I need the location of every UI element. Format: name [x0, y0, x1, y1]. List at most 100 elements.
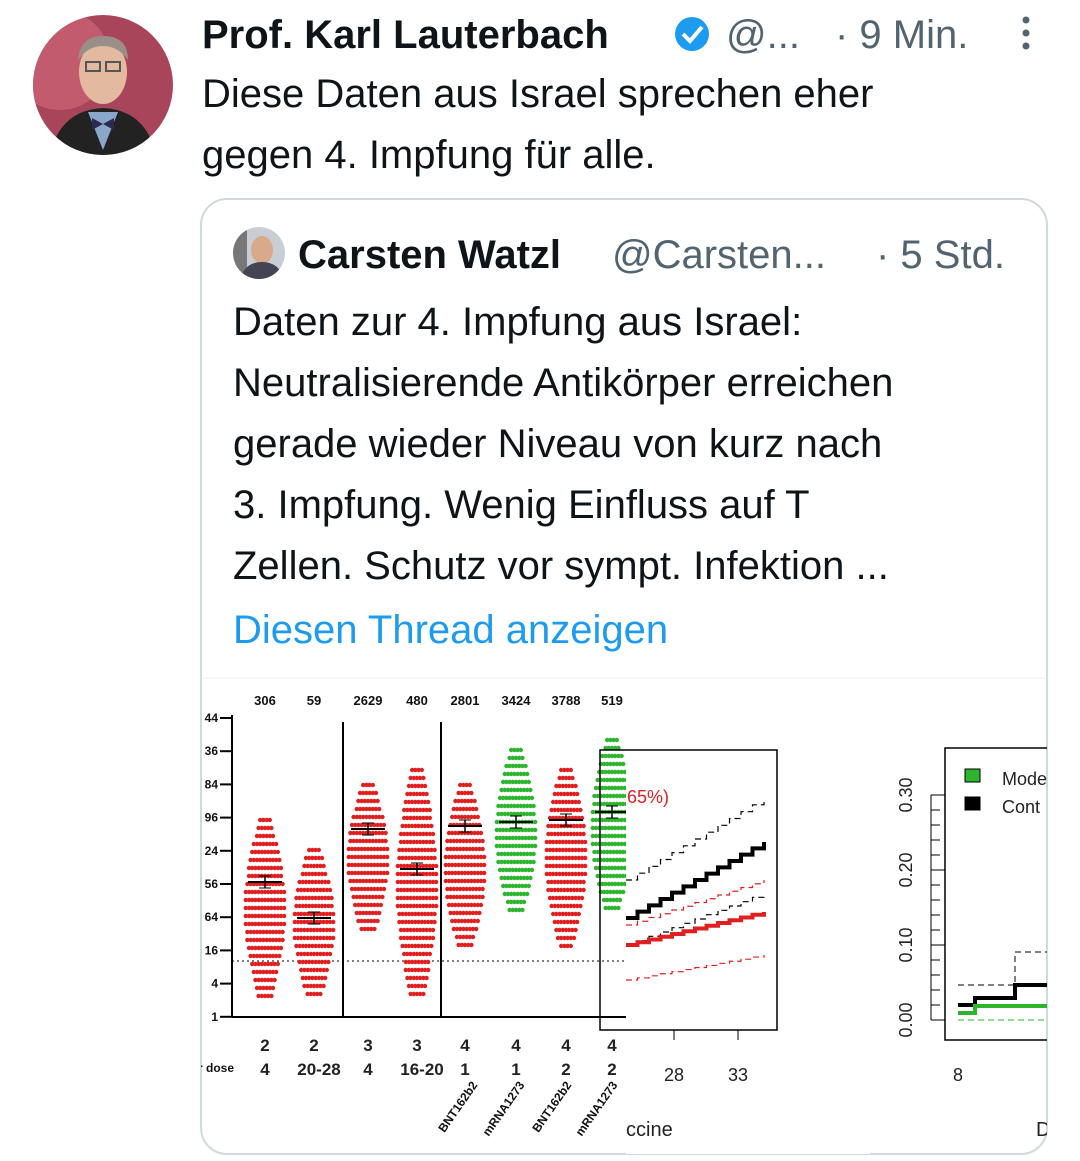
dot — [526, 867, 531, 873]
dot — [575, 903, 580, 909]
dot — [359, 926, 364, 932]
dot — [453, 830, 458, 836]
dot — [256, 873, 261, 879]
dot — [315, 991, 320, 997]
dot — [581, 823, 586, 829]
dot — [277, 857, 282, 863]
dot — [480, 846, 485, 852]
dot — [313, 959, 318, 965]
dot — [414, 927, 420, 933]
dot — [552, 919, 557, 925]
dot — [308, 927, 313, 933]
dot — [424, 831, 429, 837]
dot — [573, 839, 578, 845]
dot — [256, 913, 261, 919]
dot — [581, 887, 586, 893]
attached-image[interactable]: 306 59 2629 480 2801 3424 3788 5194436849624566… — [198, 679, 1075, 1154]
dot — [559, 919, 564, 925]
dot — [353, 846, 358, 852]
dot — [575, 879, 580, 885]
author-avatar[interactable] — [10, 10, 173, 155]
dot — [421, 839, 426, 845]
dot — [361, 838, 366, 844]
km-step — [626, 842, 766, 920]
dot — [402, 879, 407, 885]
dot — [562, 831, 567, 837]
dot — [466, 870, 471, 876]
dot — [459, 798, 464, 804]
dot — [429, 855, 434, 861]
dot — [453, 854, 458, 860]
author-name[interactable]: Prof. Karl Lauterbach — [202, 13, 609, 57]
dot — [380, 878, 385, 884]
dot — [308, 935, 313, 941]
dot — [259, 913, 264, 919]
dot — [616, 833, 621, 839]
dot — [453, 878, 458, 884]
dot — [497, 835, 503, 841]
dot — [282, 905, 287, 911]
dot — [402, 935, 407, 941]
dot — [418, 831, 423, 837]
dot — [505, 811, 511, 817]
dot — [243, 921, 248, 927]
y-label: 1 — [211, 1010, 218, 1024]
dot — [603, 825, 608, 831]
dot — [552, 887, 557, 893]
dot — [299, 935, 304, 941]
y-label: 0.10 — [896, 927, 916, 962]
dot — [269, 849, 274, 855]
dot — [323, 943, 328, 949]
dot — [318, 951, 323, 957]
dot — [568, 943, 573, 949]
dot — [518, 747, 523, 753]
dot — [606, 825, 611, 831]
thread-link[interactable]: Diesen Thread anzeigen — [233, 608, 668, 652]
dot — [617, 857, 623, 863]
dot — [310, 871, 315, 877]
dot — [521, 875, 527, 881]
dot — [521, 771, 527, 777]
dot — [595, 793, 600, 799]
dot — [448, 910, 453, 916]
dot — [422, 855, 428, 861]
dot — [365, 886, 371, 892]
dot — [613, 905, 618, 911]
dot — [256, 897, 261, 903]
dot — [609, 817, 615, 823]
dot — [377, 830, 382, 836]
km-step — [958, 951, 1047, 986]
dot — [531, 811, 536, 817]
dot — [434, 887, 439, 893]
dot — [308, 951, 313, 957]
more-menu[interactable] — [1022, 16, 1030, 50]
dot — [272, 961, 277, 967]
dot — [496, 811, 501, 817]
dot — [253, 889, 258, 895]
dot — [510, 795, 515, 801]
dot — [461, 934, 466, 940]
dot — [570, 863, 575, 869]
dot — [324, 951, 329, 957]
dot — [327, 951, 333, 957]
dot — [327, 919, 333, 925]
dot — [315, 967, 320, 973]
dot — [466, 902, 471, 908]
dot — [372, 926, 377, 932]
dot — [462, 942, 468, 948]
dot — [414, 895, 420, 901]
dot — [264, 937, 269, 943]
dot — [398, 863, 404, 869]
quote-card[interactable] — [200, 198, 1048, 1155]
dot — [445, 838, 450, 844]
dot — [418, 775, 423, 781]
dot — [243, 905, 248, 911]
dot — [502, 771, 507, 777]
dot — [560, 863, 565, 869]
dot — [414, 791, 420, 797]
dot — [525, 771, 530, 777]
dot — [426, 943, 431, 949]
dot — [562, 887, 567, 893]
dot — [474, 806, 479, 812]
quoted-avatar[interactable] — [233, 227, 285, 279]
